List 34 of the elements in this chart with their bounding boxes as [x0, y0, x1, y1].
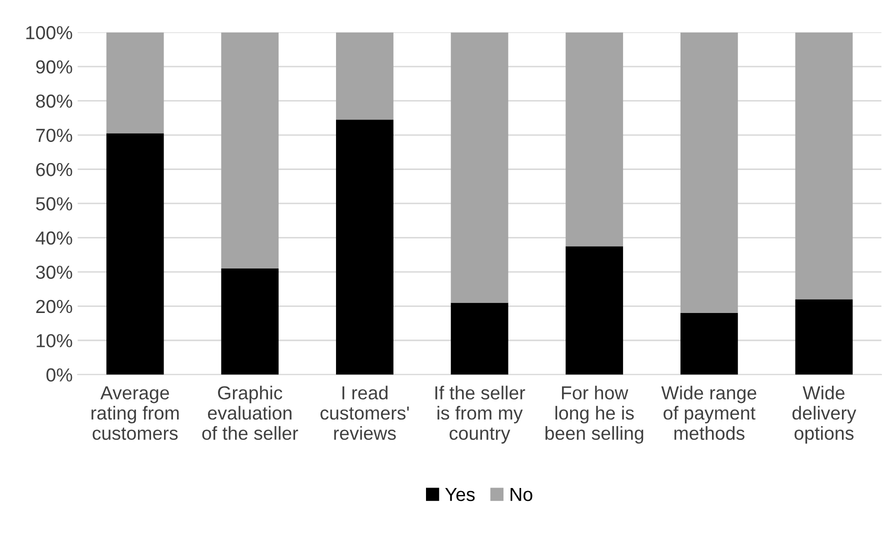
bar [106, 32, 164, 134]
bar [106, 133, 164, 375]
y-tick-label: 40% [36, 231, 72, 245]
x-tick-label: If the seller is from my country [435, 386, 526, 444]
x-tick-label: For how long he is been selling [546, 386, 644, 444]
legend-label: No [510, 488, 532, 502]
x-tick-label: Wide range of payment methods [661, 386, 756, 440]
x-tick-label: Average rating from customers [92, 386, 179, 440]
y-tick-label: 0% [46, 368, 72, 382]
bar [336, 32, 394, 120]
x-tick-label: Wide delivery options [792, 386, 856, 444]
y-tick-label: 90% [36, 60, 72, 74]
y-tick-label: 100% [26, 26, 72, 40]
bar [221, 268, 279, 375]
y-tick-label: 60% [36, 162, 72, 176]
bar [566, 246, 624, 375]
bar [450, 32, 508, 303]
y-tick-label: 80% [36, 94, 72, 108]
y-tick-label: 30% [36, 266, 72, 279]
y-tick-label: 50% [36, 197, 72, 210]
bar [566, 32, 624, 246]
y-tick-label: 20% [36, 300, 72, 314]
y-tick-label: 70% [36, 128, 72, 142]
bar [221, 32, 279, 269]
bar [680, 312, 738, 375]
legend-label: Yes [445, 488, 475, 502]
bar [680, 32, 738, 313]
bar [795, 299, 853, 375]
bar [336, 120, 394, 375]
y-tick-label: 10% [36, 334, 72, 348]
bar [795, 32, 853, 300]
x-tick-label: I read customers' reviews [320, 386, 409, 440]
bar [450, 302, 508, 375]
x-tick-label: Graphic evaluation of the seller [202, 386, 298, 440]
